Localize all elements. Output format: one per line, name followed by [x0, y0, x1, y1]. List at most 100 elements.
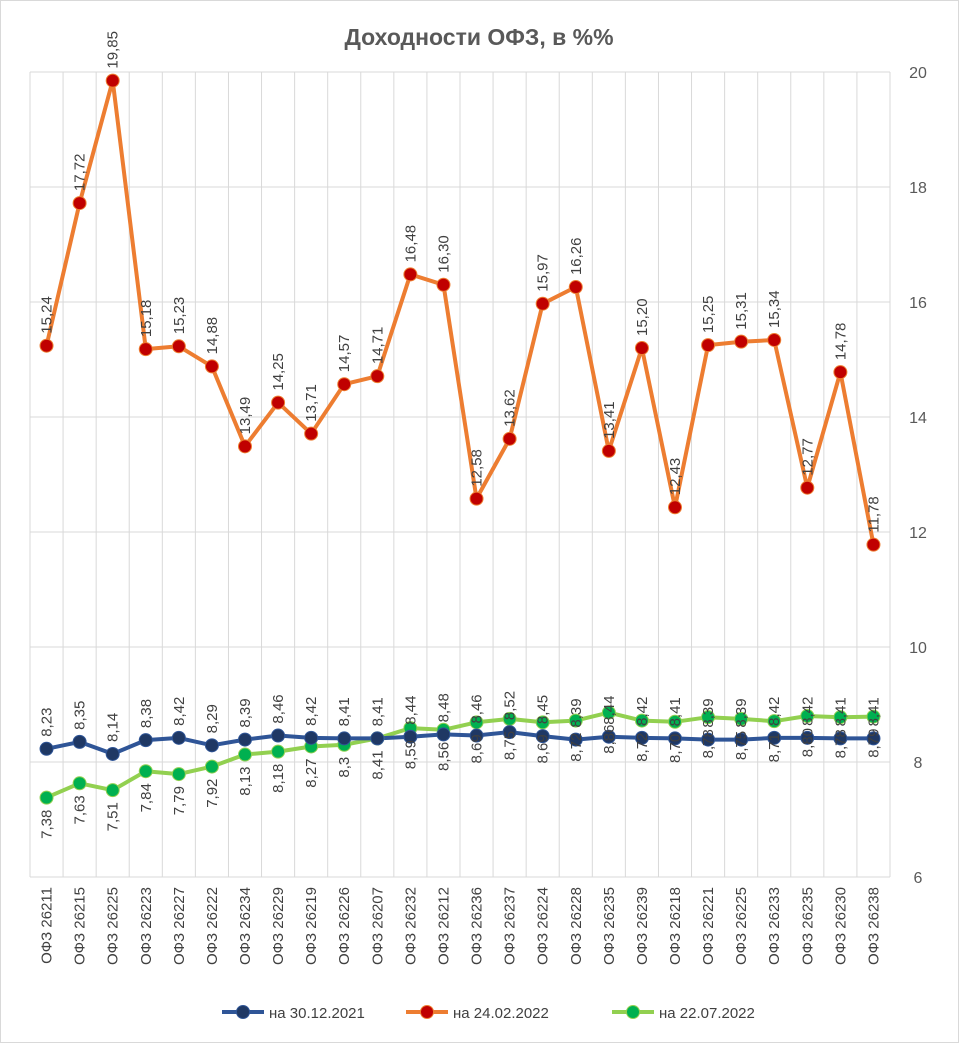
data-point	[138, 733, 153, 748]
data-point	[668, 731, 682, 746]
data-point	[601, 705, 616, 720]
data-point	[304, 426, 319, 441]
data-point	[72, 196, 87, 211]
data-label: 14,57	[336, 335, 353, 373]
category-label: ОФЗ 26225	[733, 887, 750, 965]
data-label: 8,75	[502, 731, 519, 760]
data-point	[767, 714, 782, 729]
data-point	[833, 365, 848, 380]
data-point	[767, 730, 782, 745]
data-point	[601, 443, 616, 458]
data-label: 7,79	[171, 786, 188, 815]
y-tick-label: 6	[914, 870, 923, 887]
data-point	[634, 341, 649, 355]
data-label: 8,39	[237, 698, 254, 727]
data-label: 12,58	[469, 449, 486, 487]
data-label: 15,20	[634, 298, 651, 336]
data-point	[238, 747, 252, 762]
data-label: 8,46	[270, 694, 287, 723]
data-label: 17,72	[72, 154, 89, 192]
data-point	[800, 480, 815, 495]
data-label: 8,41	[369, 697, 386, 726]
data-point	[668, 500, 682, 515]
data-point	[337, 731, 352, 746]
y-tick-label: 20	[909, 65, 927, 82]
data-point	[734, 732, 749, 747]
data-label: 8,79	[865, 729, 882, 758]
data-label: 8,41	[369, 750, 386, 779]
data-label: 8,86	[601, 725, 618, 754]
category-label: ОФЗ 26219	[303, 887, 320, 965]
data-point	[502, 431, 517, 446]
category-label: ОФЗ 26223	[138, 887, 155, 965]
data-point	[701, 710, 716, 725]
data-label: 14,25	[270, 353, 287, 391]
data-point	[701, 732, 716, 747]
data-label: 13,62	[502, 389, 519, 427]
data-label: 14,88	[204, 317, 221, 355]
data-label: 11,78	[865, 496, 882, 532]
data-point	[767, 332, 782, 347]
data-label: 8,14	[105, 713, 122, 742]
data-label: 15,31	[733, 292, 750, 330]
data-label: 15,25	[700, 296, 717, 334]
data-label: 16,30	[435, 235, 452, 273]
y-tick-label: 10	[909, 640, 927, 657]
data-label: 7,92	[204, 779, 221, 808]
data-point	[800, 709, 815, 723]
data-point	[171, 730, 186, 745]
y-tick-label: 14	[909, 410, 927, 427]
data-label: 7,63	[72, 795, 89, 824]
data-label: 8,71	[766, 733, 783, 762]
data-label: 7,51	[105, 802, 122, 831]
data-point	[204, 359, 219, 374]
data-point	[734, 334, 749, 349]
data-point	[39, 338, 54, 353]
category-label: ОФЗ 26238	[865, 887, 882, 965]
data-label: 8,18	[270, 764, 287, 793]
category-label: ОФЗ 26224	[535, 887, 552, 965]
legend-marker	[236, 1005, 250, 1019]
data-point	[370, 731, 385, 746]
y-tick-label: 12	[909, 525, 927, 542]
data-label: 15,24	[39, 296, 56, 334]
data-point	[701, 338, 716, 353]
data-label: 8,42	[634, 697, 651, 726]
data-label: 8,45	[535, 695, 552, 724]
chart-title: Доходности ОФЗ, в %%	[344, 24, 613, 50]
data-label: 8,78	[832, 729, 849, 758]
data-point	[204, 738, 219, 753]
category-label: ОФЗ 26218	[667, 887, 684, 965]
data-label: 8,27	[303, 758, 320, 787]
data-point	[535, 729, 550, 744]
legend-label: на 24.02.2022	[453, 1005, 549, 1022]
data-label: 16,26	[568, 238, 585, 276]
data-point	[105, 783, 120, 798]
data-point	[238, 439, 252, 454]
data-point	[403, 729, 418, 744]
data-point	[634, 730, 649, 745]
y-tick-label: 16	[909, 295, 927, 312]
legend-marker	[626, 1005, 640, 1019]
data-point	[138, 764, 153, 779]
data-label: 13,49	[237, 397, 254, 435]
data-label: 15,23	[171, 297, 188, 335]
data-point	[601, 729, 616, 744]
category-label: ОФЗ 26211	[39, 887, 56, 964]
data-label: 16,48	[402, 225, 419, 263]
data-label: 8,69	[469, 734, 486, 763]
data-label: 8,72	[634, 733, 651, 762]
data-point	[304, 730, 319, 745]
legend-label: на 22.07.2022	[659, 1005, 755, 1022]
data-label: 12,77	[799, 438, 816, 476]
data-label: 7,38	[39, 810, 56, 839]
category-label: ОФЗ 26232	[402, 887, 419, 965]
category-label: ОФЗ 26239	[634, 887, 651, 965]
data-label: 8,72	[568, 733, 585, 762]
data-label: 8,39	[700, 698, 717, 727]
data-label: 12,43	[667, 458, 684, 496]
data-label: 8,39	[568, 698, 585, 727]
data-point	[436, 277, 451, 292]
y-tick-label: 8	[914, 755, 923, 772]
